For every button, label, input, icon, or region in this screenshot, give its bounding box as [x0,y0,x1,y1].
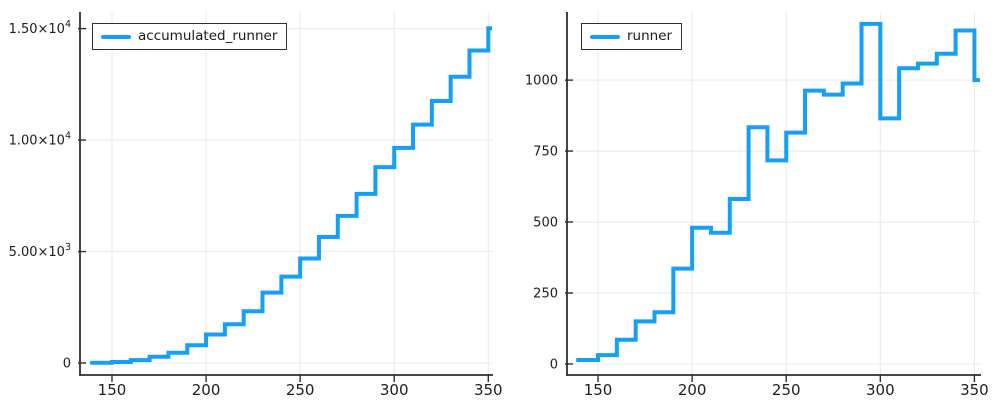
y-tick-label: 1.00×104 [9,131,71,149]
x-tick-label: 150 [584,381,613,399]
x-tick-label: 200 [192,381,221,399]
legend-accumulated-runner: accumulated_runner [92,23,288,50]
y-tick-label: 0 [63,357,71,372]
y-tick-label: 1.50×104 [9,19,71,37]
x-tick-label: 250 [286,381,315,399]
x-tick-label: 300 [866,381,895,399]
y-tick-label: 1000 [525,74,558,89]
x-tick-label: 250 [772,381,801,399]
x-tick-label: 150 [98,381,127,399]
x-tick-label: 350 [474,381,503,399]
y-tick-label: 250 [533,286,558,301]
y-tick-label: 750 [533,145,558,160]
legend-runner: runner [581,23,683,50]
legend-label: accumulated_runner [138,27,278,44]
series-step-line [576,21,980,362]
legend-label: runner [627,27,673,44]
x-tick-label: 300 [380,381,409,399]
y-tick-label: 500 [533,216,558,231]
y-tick-label: 5.00×103 [9,242,71,260]
x-tick-label: 350 [960,381,989,399]
series-step-line [90,26,492,365]
x-tick-label: 200 [678,381,707,399]
y-tick-label: 0 [550,357,558,372]
legend-line-swatch [101,34,131,39]
legend-line-swatch [590,34,620,39]
